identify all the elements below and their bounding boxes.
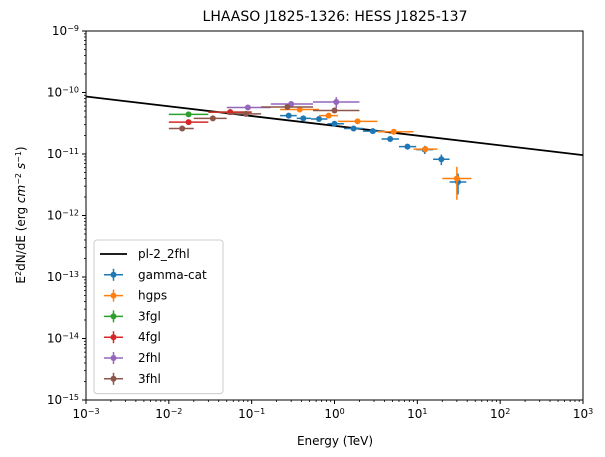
x-tick-label: 10−3 bbox=[72, 407, 99, 422]
marker bbox=[354, 118, 361, 125]
marker bbox=[390, 128, 397, 135]
y-tick-label: 10−10 bbox=[47, 85, 79, 100]
marker bbox=[333, 99, 340, 106]
legend-entry-3fhl: 3fhl bbox=[104, 372, 161, 386]
marker bbox=[316, 116, 323, 123]
y-axis-label: E2dN/dE (erg cm−2 s−1) bbox=[14, 146, 29, 283]
data-point bbox=[343, 125, 363, 132]
data-point bbox=[433, 154, 450, 166]
marker bbox=[387, 136, 394, 143]
marker bbox=[369, 128, 376, 135]
legend-marker-icon bbox=[110, 355, 117, 361]
marker bbox=[404, 143, 411, 150]
data-point bbox=[310, 116, 328, 123]
legend-label: 3fgl bbox=[138, 309, 161, 323]
y-tick-label: 10−13 bbox=[47, 270, 79, 285]
marker bbox=[209, 115, 216, 122]
legend-label: hgps bbox=[138, 289, 167, 303]
data-point bbox=[168, 125, 194, 132]
legend-marker-icon bbox=[110, 292, 117, 299]
data-point bbox=[168, 111, 209, 118]
data-point bbox=[319, 112, 338, 119]
data-point bbox=[398, 143, 417, 150]
legend-marker-icon bbox=[110, 271, 117, 278]
data-point bbox=[280, 112, 297, 119]
x-tick-label: 101 bbox=[407, 407, 427, 422]
marker bbox=[244, 104, 251, 111]
data-point bbox=[337, 118, 378, 125]
legend-marker-icon bbox=[110, 334, 117, 341]
chart-title: LHAASO J1825-1326: HESS J1825-137 bbox=[203, 9, 468, 25]
x-tick-label: 10−1 bbox=[238, 407, 265, 422]
marker bbox=[300, 115, 307, 122]
x-tick-label: 102 bbox=[490, 407, 510, 422]
marker bbox=[185, 119, 192, 126]
data-point bbox=[327, 120, 344, 127]
y-tick-label: 10−12 bbox=[47, 208, 79, 223]
data-point bbox=[377, 128, 414, 135]
marker bbox=[296, 106, 303, 113]
y-tick-label: 10−9 bbox=[52, 24, 79, 39]
data-point bbox=[193, 115, 227, 122]
data-point bbox=[226, 110, 262, 117]
marker bbox=[179, 125, 186, 132]
y-tick-label: 10−15 bbox=[47, 393, 79, 408]
legend: pl-2_2fhl gamma-cat hgps 3fgl 4fgl 2fhl 3fhl bbox=[93, 239, 224, 395]
data-point bbox=[442, 166, 472, 200]
y-tick-label: 10−11 bbox=[47, 147, 79, 162]
y-axis: 10−15 10−14 10−13 10−12 10−11 10−10 10−9 bbox=[47, 24, 86, 408]
series-hgps bbox=[280, 106, 472, 200]
marker bbox=[331, 120, 338, 127]
data-point bbox=[168, 119, 209, 126]
x-axis-label: Energy (TeV) bbox=[297, 434, 373, 448]
data-point bbox=[261, 104, 313, 111]
marker bbox=[422, 146, 429, 153]
legend-entry-3fgl: 3fgl bbox=[104, 309, 161, 323]
marker bbox=[284, 104, 291, 111]
marker bbox=[350, 125, 357, 132]
data-point bbox=[312, 107, 360, 114]
legend-label: 2fhl bbox=[138, 351, 161, 365]
marker bbox=[325, 112, 332, 119]
marker bbox=[285, 112, 292, 119]
marker bbox=[242, 110, 249, 117]
legend-label: 4fgl bbox=[138, 330, 161, 344]
marker bbox=[331, 107, 338, 114]
series-3fhl bbox=[168, 104, 360, 132]
data-point bbox=[413, 145, 438, 153]
data-point bbox=[296, 115, 311, 122]
legend-entry-hgps: hgps bbox=[104, 289, 167, 303]
legend-entry-4fgl: 4fgl bbox=[104, 330, 161, 344]
x-tick-label: 103 bbox=[573, 407, 593, 422]
legend-marker-icon bbox=[110, 313, 117, 320]
plot-area bbox=[85, 95, 584, 200]
legend-label: gamma-cat bbox=[138, 268, 207, 282]
legend-entry-2fhl: 2fhl bbox=[104, 351, 161, 365]
marker bbox=[185, 111, 192, 118]
data-point bbox=[381, 136, 399, 143]
series-2fhl bbox=[226, 97, 360, 111]
x-tick-label: 100 bbox=[324, 407, 344, 422]
legend-entry-pl-2-2fhl: pl-2_2fhl bbox=[100, 247, 190, 261]
legend-box bbox=[93, 239, 224, 395]
marker bbox=[438, 156, 445, 163]
legend-label: 3fhl bbox=[138, 372, 161, 386]
data-point bbox=[312, 97, 360, 108]
marker bbox=[453, 175, 460, 182]
x-tick-label: 10−2 bbox=[155, 407, 182, 422]
x-axis: 10−3 10−2 10−1 100 101 102 103 bbox=[72, 400, 593, 421]
y-tick-label: 10−14 bbox=[47, 331, 79, 346]
legend-entry-gamma-cat: gamma-cat bbox=[104, 268, 207, 282]
legend-label: pl-2_2fhl bbox=[138, 247, 190, 261]
legend-marker-icon bbox=[110, 375, 117, 382]
